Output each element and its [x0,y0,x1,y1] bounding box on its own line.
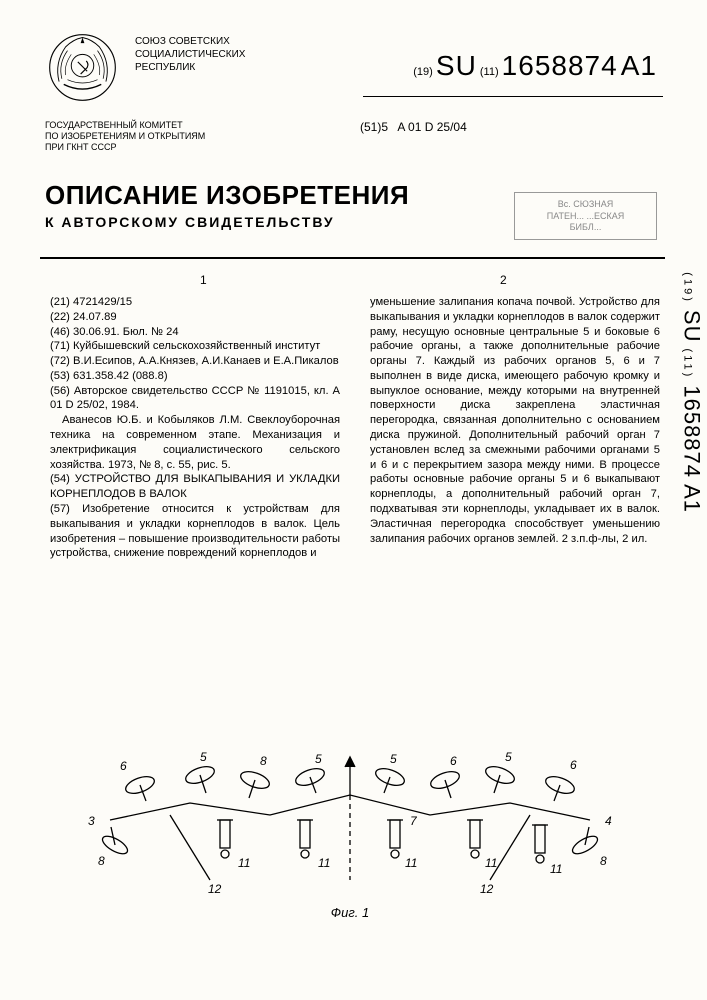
publication-number: (19) SU (11) 1658874 A1 [413,50,657,82]
svg-text:6: 6 [120,759,127,773]
stamp-line: ПАТЕН... ...ЕСКАЯ [521,211,650,223]
state-emblem [45,30,120,105]
main-title: ОПИСАНИЕ ИЗОБРЕТЕНИЯ [45,180,409,211]
svg-text:6: 6 [570,758,577,772]
svg-text:3: 3 [88,814,95,828]
pub-prefix: (19) [413,66,433,78]
svg-text:8: 8 [600,854,607,868]
committee-name: ГОСУДАРСТВЕННЫЙ КОМИТЕТ ПО ИЗОБРЕТЕНИЯМ … [45,120,275,152]
pub-country: SU [436,50,477,81]
svg-text:5: 5 [315,752,322,766]
side-prefix: (11) [682,349,694,380]
svg-text:11: 11 [318,856,330,870]
field-53: (53) 631.358.42 (088.8) [50,369,340,384]
field-21: (21) 4721429/15 [50,295,340,310]
side-country: SU [680,310,705,343]
side-suffix: A1 [680,484,705,513]
document-title: ОПИСАНИЕ ИЗОБРЕТЕНИЯ К АВТОРСКОМУ СВИДЕТ… [45,180,409,230]
svg-text:8: 8 [260,754,267,768]
subtitle: К АВТОРСКОМУ СВИДЕТЕЛЬСТВУ [45,214,409,230]
field-71: (71) Куйбышевский сельскохозяйственный и… [50,339,340,354]
side-num: 1658874 [680,385,705,478]
classification-code: (51)5 A 01 D 25/04 [360,120,467,134]
svg-text:11: 11 [485,856,497,870]
svg-text:11: 11 [550,862,562,876]
class-prefix: (51)5 [360,120,388,134]
committee-line: ПРИ ГКНТ СССР [45,142,275,153]
organization-name: СОЮЗ СОВЕТСКИХ СОЦИАЛИСТИЧЕСКИХ РЕСПУБЛИ… [135,35,285,74]
field-54: (54) УСТРОЙСТВО ДЛЯ ВЫКАПЫВАНИЯ И УКЛАДК… [50,472,340,502]
stamp-line: БИБЛ... [521,222,650,234]
field-57: (57) Изобретение относится к устройствам… [50,502,340,561]
field-56: (56) Авторское свидетельство СССР № 1191… [50,384,340,414]
side-prefix: (19) [682,272,694,304]
divider [40,257,665,259]
figure-label: Фиг. 1 [331,905,369,920]
org-line: СОЮЗ СОВЕТСКИХ [135,35,285,48]
figure-1: 3 6 5 8 5 5 6 5 6 4 8 8 11 11 7 11 11 11… [60,725,640,935]
svg-text:5: 5 [390,752,397,766]
committee-line: ГОСУДАРСТВЕННЫЙ КОМИТЕТ [45,120,275,131]
svg-text:11: 11 [238,856,250,870]
svg-text:5: 5 [200,750,207,764]
library-stamp: Вс. СЮЗНАЯ ПАТЕН... ...ЕСКАЯ БИБЛ... [514,192,657,240]
class-code: A 01 D 25/04 [397,120,466,134]
svg-text:6: 6 [450,754,457,768]
side-publication-number: (19) SU (11) 1658874 A1 [679,272,705,513]
svg-text:12: 12 [208,882,222,896]
reference: Аванесов Ю.Б. и Кобыляков Л.М. Свеклоубо… [50,413,340,472]
column-number: 2 [500,273,507,287]
svg-text:4: 4 [605,814,612,828]
svg-text:8: 8 [98,854,105,868]
svg-text:12: 12 [480,882,494,896]
committee-line: ПО ИЗОБРЕТЕНИЯМ И ОТКРЫТИЯМ [45,131,275,142]
org-line: СОЦИАЛИСТИЧЕСКИХ [135,48,285,61]
emblem-svg [45,30,120,105]
field-22: (22) 24.07.89 [50,310,340,325]
svg-text:5: 5 [505,750,512,764]
divider [363,96,663,97]
svg-text:7: 7 [410,814,418,828]
svg-text:11: 11 [405,856,417,870]
right-column: уменьшение залипания копача почвой. Устр… [370,295,660,546]
stamp-line: Вс. СЮЗНАЯ [521,199,650,211]
abstract-continuation: уменьшение залипания копача почвой. Устр… [370,295,660,546]
column-number: 1 [200,273,207,287]
field-72: (72) В.И.Есипов, А.А.Князев, А.И.Канаев … [50,354,340,369]
pub-suffix: A1 [621,50,657,81]
org-line: РЕСПУБЛИК [135,61,285,74]
pub-prefix: (11) [480,66,499,78]
figure-svg: 3 6 5 8 5 5 6 5 6 4 8 8 11 11 7 11 11 11… [60,725,640,925]
pub-num: 1658874 [502,50,618,81]
left-column: (21) 4721429/15 (22) 24.07.89 (46) 30.06… [50,295,340,561]
field-46: (46) 30.06.91. Бюл. № 24 [50,325,340,340]
